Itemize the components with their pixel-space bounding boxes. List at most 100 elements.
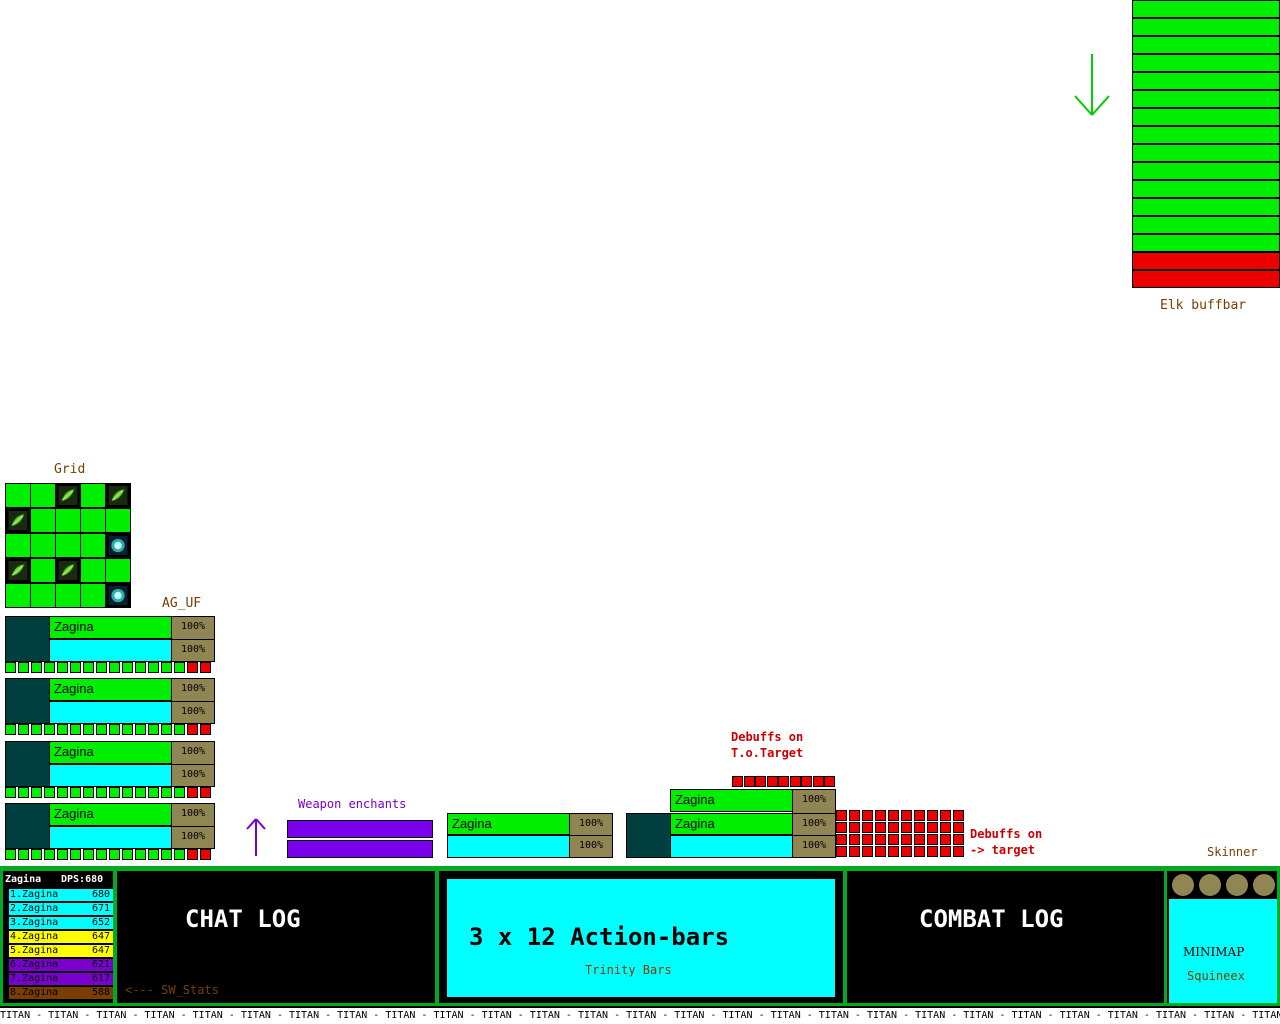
party-buff-icon[interactable] (96, 849, 107, 860)
party-buff-icon[interactable] (5, 849, 16, 860)
grid-cell[interactable] (55, 558, 81, 583)
elk-buff-slot[interactable] (1132, 90, 1280, 108)
party-buff-icon[interactable] (174, 724, 185, 735)
party-buff-icon[interactable] (174, 849, 185, 860)
party-buff-icon[interactable] (83, 662, 94, 673)
target-debuff-icon[interactable] (849, 846, 860, 857)
grid-cell[interactable] (30, 583, 56, 608)
party-buff-icon[interactable] (148, 724, 159, 735)
sw-stats-row[interactable]: 5.Zagina 647 (9, 945, 113, 957)
target-debuff-icon[interactable] (875, 822, 886, 833)
party-portrait[interactable] (5, 741, 51, 787)
party-buff-icon[interactable] (57, 662, 68, 673)
grid-cell[interactable] (5, 558, 31, 583)
party-portrait[interactable] (5, 678, 51, 724)
party-buff-icon[interactable] (200, 662, 211, 673)
party-health-bar[interactable]: Zagina (49, 741, 172, 764)
elk-buff-slot[interactable] (1132, 198, 1280, 216)
party-buff-icon[interactable] (5, 724, 16, 735)
target-debuff-icon[interactable] (927, 834, 938, 845)
grid-cell[interactable] (55, 483, 81, 508)
minimap-button-1[interactable] (1172, 874, 1194, 896)
party-health-bar[interactable]: Zagina (49, 616, 172, 639)
party-buff-icon[interactable] (70, 724, 81, 735)
target-debuff-icon[interactable] (836, 846, 847, 857)
party-buff-icon[interactable] (96, 662, 107, 673)
target-debuff-icon[interactable] (901, 834, 912, 845)
player-mana-bar[interactable] (447, 835, 571, 858)
target-health-bar[interactable]: Zagina (670, 813, 793, 835)
target-debuff-icon[interactable] (849, 810, 860, 821)
grid-cell[interactable] (5, 508, 31, 533)
grid-cell[interactable] (80, 558, 106, 583)
party-health-bar[interactable]: Zagina (49, 803, 172, 826)
party-buff-icon[interactable] (148, 787, 159, 798)
player-health-bar[interactable]: Zagina (447, 813, 570, 835)
grid-cell[interactable] (80, 483, 106, 508)
party-buff-icon[interactable] (187, 724, 198, 735)
party-buff-icon[interactable] (200, 849, 211, 860)
party-buff-icon[interactable] (161, 724, 172, 735)
party-buff-icon[interactable] (70, 849, 81, 860)
target-debuff-icon[interactable] (953, 834, 964, 845)
party-buff-icon[interactable] (135, 849, 146, 860)
sw-stats-row[interactable]: 6.Zagina 621 (9, 959, 113, 971)
target-debuff-icon[interactable] (862, 846, 873, 857)
tot-health-bar[interactable]: Zagina (670, 789, 793, 812)
elk-buff-slot[interactable] (1132, 270, 1280, 288)
sw-stats-row[interactable]: 2.Zagina 671 (9, 903, 113, 915)
target-debuff-icon[interactable] (914, 810, 925, 821)
target-debuff-icon[interactable] (953, 846, 964, 857)
elk-buff-slot[interactable] (1132, 252, 1280, 270)
chat-log-panel[interactable]: CHAT LOG <--- SW_Stats (114, 868, 438, 1006)
party-buff-icon[interactable] (44, 787, 55, 798)
target-debuff-icon[interactable] (875, 810, 886, 821)
titan-bar[interactable]: TITAN - TITAN - TITAN - TITAN - TITAN - … (0, 1008, 1280, 1024)
tot-debuff-icon[interactable] (755, 776, 766, 787)
party-buff-icon[interactable] (174, 662, 185, 673)
elk-buff-slot[interactable] (1132, 180, 1280, 198)
grid-cell[interactable] (105, 583, 131, 608)
elk-buff-slot[interactable] (1132, 126, 1280, 144)
party-buff-icon[interactable] (122, 849, 133, 860)
target-debuff-icon[interactable] (875, 846, 886, 857)
grid-cell[interactable] (80, 533, 106, 558)
target-debuff-icon[interactable] (836, 810, 847, 821)
party-buff-icon[interactable] (83, 787, 94, 798)
party-buff-icon[interactable] (44, 662, 55, 673)
party-health-bar[interactable]: Zagina (49, 678, 172, 701)
target-debuff-icon[interactable] (849, 834, 860, 845)
party-buff-icon[interactable] (31, 787, 42, 798)
tot-debuff-icon[interactable] (824, 776, 835, 787)
target-debuff-icon[interactable] (901, 810, 912, 821)
party-buff-icon[interactable] (44, 849, 55, 860)
grid-cell[interactable] (55, 508, 81, 533)
elk-buff-slot[interactable] (1132, 18, 1280, 36)
grid-cell[interactable] (5, 533, 31, 558)
party-buff-icon[interactable] (96, 724, 107, 735)
party-buff-icon[interactable] (57, 724, 68, 735)
grid-cell[interactable] (105, 483, 131, 508)
sw-stats-row[interactable]: 1.Zagina 680 (9, 889, 113, 901)
grid-cell[interactable] (55, 583, 81, 608)
elk-buff-slot[interactable] (1132, 36, 1280, 54)
sw-stats-row[interactable]: 4.Zagina 647 (9, 931, 113, 943)
grid-cell[interactable] (105, 508, 131, 533)
target-debuff-icon[interactable] (927, 822, 938, 833)
action-bars[interactable]: 3 x 12 Action-bars Trinity Bars (447, 879, 835, 997)
party-buff-icon[interactable] (135, 787, 146, 798)
party-buff-icon[interactable] (18, 662, 29, 673)
party-mana-bar[interactable] (49, 826, 173, 849)
target-debuff-icon[interactable] (836, 834, 847, 845)
party-buff-icon[interactable] (122, 787, 133, 798)
minimap[interactable]: MINIMAP Squineex (1169, 899, 1277, 1003)
target-debuff-icon[interactable] (888, 834, 899, 845)
target-debuff-icon[interactable] (914, 822, 925, 833)
target-debuff-icon[interactable] (940, 846, 951, 857)
party-buff-icon[interactable] (187, 787, 198, 798)
sw-stats-row[interactable]: 3.Zagina 652 (9, 917, 113, 929)
grid-cell[interactable] (30, 508, 56, 533)
tot-debuff-icon[interactable] (766, 776, 778, 787)
elk-buff-slot[interactable] (1132, 54, 1280, 72)
party-buff-icon[interactable] (135, 724, 146, 735)
